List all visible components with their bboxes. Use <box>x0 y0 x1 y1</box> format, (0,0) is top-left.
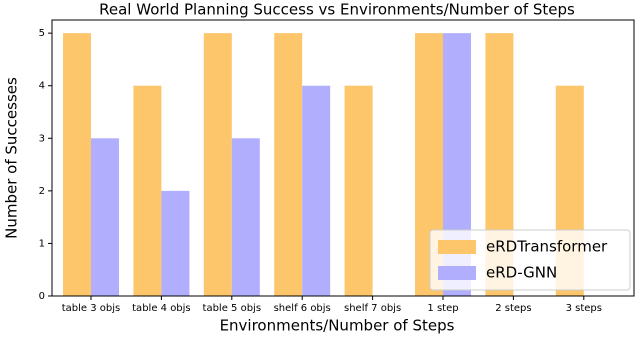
bar <box>302 85 331 296</box>
y-tick-label: 2 <box>39 186 45 197</box>
x-tick-label: table 5 objs <box>203 303 262 314</box>
x-tick-label: shelf 7 objs <box>344 303 401 314</box>
plot-frame <box>51 19 635 297</box>
legend-label: eRDTransformer <box>486 238 608 256</box>
legend-label: eRD-GNN <box>486 264 557 282</box>
x-tick-label: 3 steps <box>566 303 602 314</box>
bar <box>161 190 190 296</box>
chart-title: Real World Planning Success vs Environme… <box>99 1 575 19</box>
bar <box>203 33 232 297</box>
bar <box>344 85 373 296</box>
x-tick-label: shelf 6 objs <box>274 303 331 314</box>
legend-swatch <box>438 266 476 280</box>
y-tick-label: 1 <box>39 238 45 249</box>
x-tick-label: table 3 objs <box>62 303 121 314</box>
y-tick-label: 3 <box>39 133 45 144</box>
bar <box>91 138 119 296</box>
y-tick-label: 4 <box>39 81 45 92</box>
y-axis-label: Number of Successes <box>3 77 21 239</box>
legend-box <box>429 229 631 291</box>
x-tick-label: 1 step <box>427 303 458 314</box>
bar <box>274 33 303 297</box>
legend-swatch <box>438 240 476 254</box>
bar <box>133 85 162 296</box>
y-tick-label: 5 <box>39 28 45 39</box>
x-tick-label: table 4 objs <box>132 303 191 314</box>
bar <box>63 33 91 297</box>
bar <box>231 138 260 296</box>
y-tick-label: 0 <box>39 291 45 302</box>
x-tick-label: 2 steps <box>495 303 531 314</box>
x-axis-label: Environments/Number of Steps <box>220 317 455 335</box>
